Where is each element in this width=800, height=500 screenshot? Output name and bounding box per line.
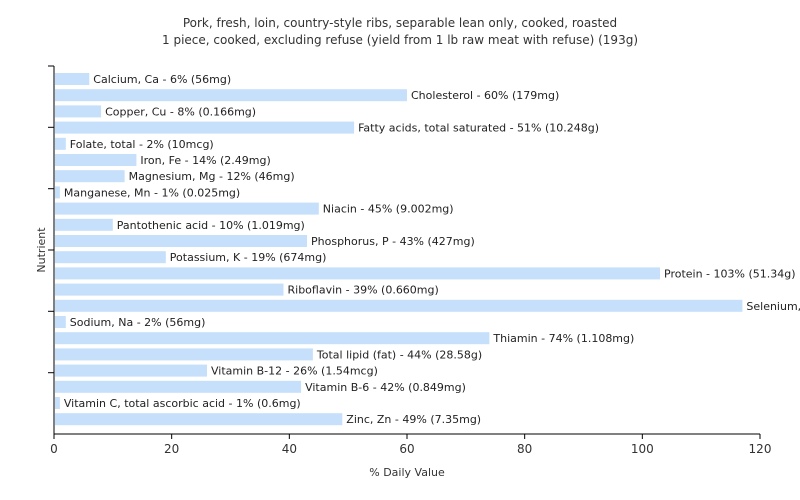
- bar: [55, 73, 90, 85]
- bar-label: Cholesterol - 60% (179mg): [411, 89, 559, 102]
- bar-label: Phosphorus, P - 43% (427mg): [311, 235, 475, 248]
- bar-label: Total lipid (fat) - 44% (28.58g): [316, 348, 482, 361]
- x-tick-label: 40: [282, 442, 297, 456]
- bar: [55, 105, 102, 118]
- bar: [55, 218, 113, 231]
- bar: [55, 121, 355, 134]
- bar: [55, 235, 307, 247]
- bar-label: Thiamin - 74% (1.108mg): [492, 332, 634, 345]
- x-tick-label: 120: [749, 442, 772, 456]
- bar-label: Potassium, K - 19% (674mg): [170, 251, 327, 264]
- bar: [55, 154, 137, 166]
- bar: [55, 364, 207, 377]
- bar-label: Iron, Fe - 14% (2.49mg): [140, 154, 270, 167]
- bar: [55, 380, 302, 393]
- chart-title: Pork, fresh, loin, country-style ribs, s…: [183, 16, 617, 30]
- bar-label: Niacin - 45% (9.002mg): [323, 203, 454, 216]
- x-tick-label: 80: [517, 442, 532, 456]
- bar-label: Copper, Cu - 8% (0.166mg): [105, 105, 256, 118]
- bar: [55, 299, 743, 312]
- x-axis-title: % Daily Value: [369, 466, 445, 479]
- bar-label: Sodium, Na - 2% (56mg): [70, 316, 206, 329]
- bar: [55, 89, 407, 102]
- bar-label: Fatty acids, total saturated - 51% (10.2…: [358, 122, 599, 135]
- bar-label: Riboflavin - 39% (0.660mg): [288, 284, 439, 297]
- y-axis-title: Nutrient: [35, 227, 48, 273]
- bar-label: Protein - 103% (51.34g): [664, 267, 796, 280]
- y-ticks-group: [48, 65, 54, 374]
- bar: [55, 186, 60, 199]
- bar: [55, 397, 60, 409]
- bar-label: Vitamin B-6 - 42% (0.849mg): [305, 381, 466, 394]
- x-tick-label: 0: [50, 442, 58, 456]
- x-ticks-group: 0 20 40 60 80 100 120: [50, 434, 771, 456]
- x-tick-label: 60: [399, 442, 414, 456]
- bar: [55, 251, 166, 264]
- bar: [55, 283, 284, 296]
- bars-group: Calcium, Ca - 6% (56mg) Cholesterol - 60%…: [55, 73, 800, 426]
- bar: [55, 202, 319, 215]
- bar-label: Selenium, Se - 117% (81.6mcg): [746, 300, 800, 313]
- chart-subtitle: 1 piece, cooked, excluding refuse (yield…: [162, 33, 638, 47]
- bar-label: Vitamin C, total ascorbic acid - 1% (0.6…: [64, 397, 301, 410]
- bar: [55, 316, 66, 328]
- bar-label: Calcium, Ca - 6% (56mg): [93, 73, 231, 86]
- bar: [55, 170, 125, 183]
- bar: [55, 348, 313, 361]
- bar-label: Zinc, Zn - 49% (7.35mg): [346, 413, 481, 426]
- bar: [55, 332, 490, 345]
- bar: [55, 413, 343, 426]
- bar-label: Manganese, Mn - 1% (0.025mg): [64, 186, 240, 199]
- bar: [55, 137, 66, 150]
- bar-label: Magnesium, Mg - 12% (46mg): [129, 170, 295, 183]
- bar-label: Pantothenic acid - 10% (1.019mg): [117, 219, 305, 232]
- bar-label: Folate, total - 2% (10mcg): [70, 138, 214, 151]
- bar-label: Vitamin B-12 - 26% (1.54mcg): [211, 365, 378, 378]
- bar: [55, 267, 660, 280]
- x-tick-label: 100: [631, 442, 654, 456]
- x-tick-label: 20: [164, 442, 179, 456]
